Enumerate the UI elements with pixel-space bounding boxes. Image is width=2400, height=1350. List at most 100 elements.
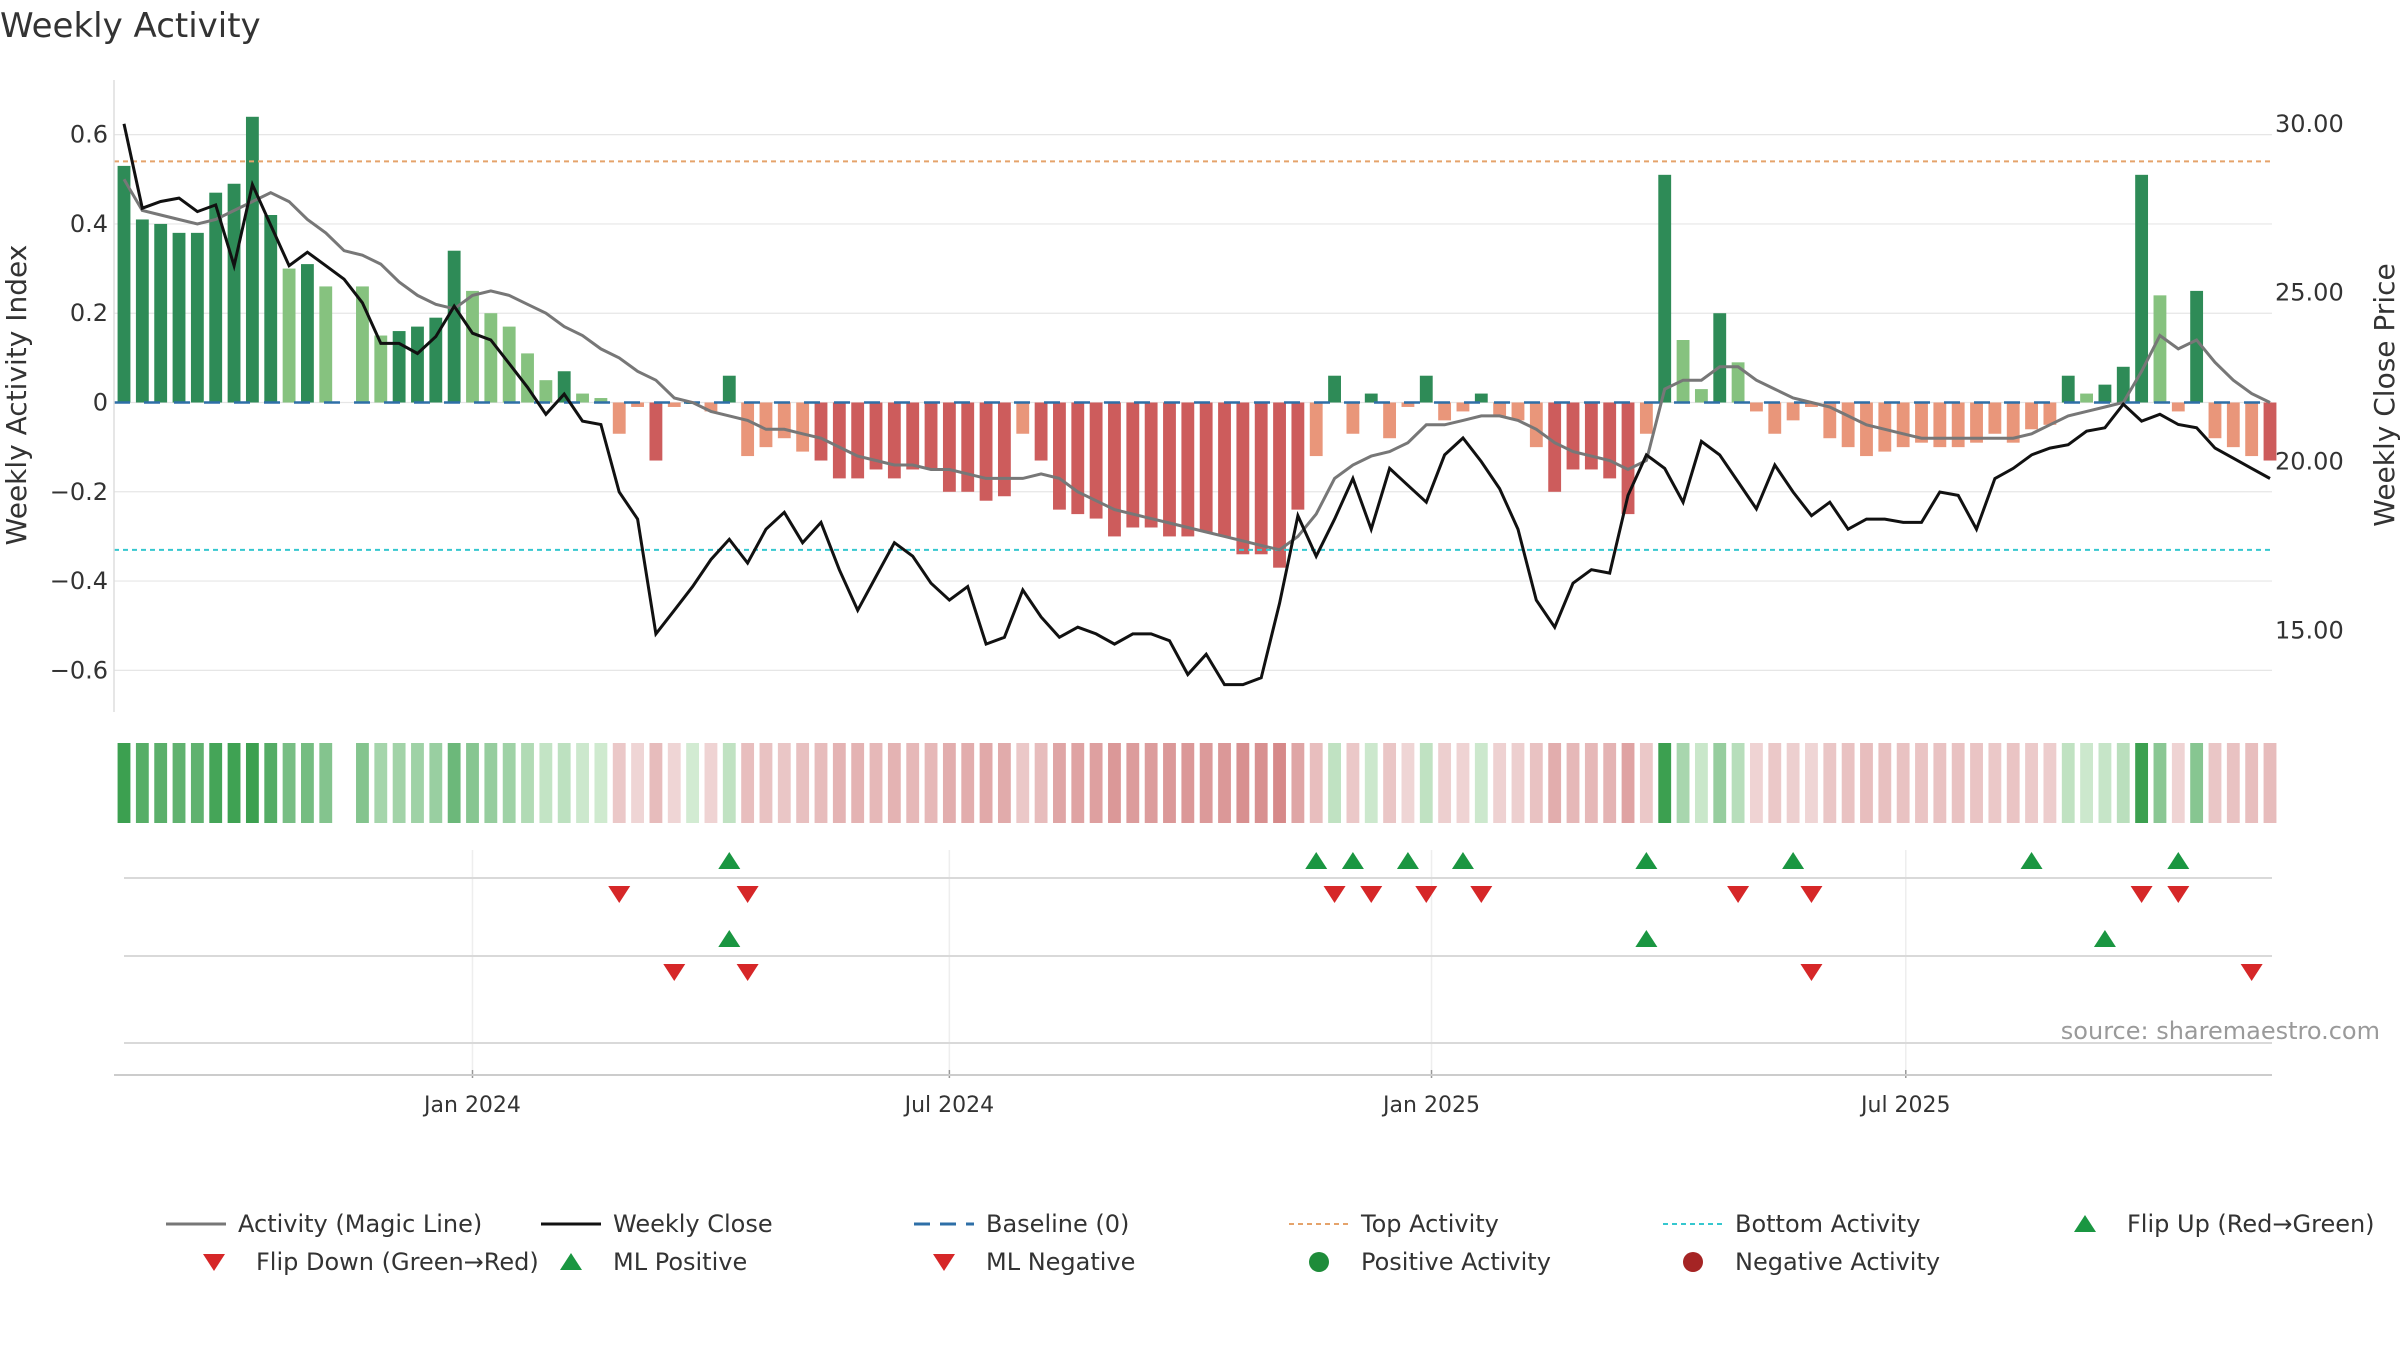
activity-bar — [576, 393, 589, 403]
flip-down-marker — [1800, 964, 1823, 981]
legend-swatch — [1683, 1252, 1703, 1272]
legend-item: Baseline (0) — [914, 1210, 1129, 1238]
heat-cell — [2006, 743, 2020, 823]
activity-bar — [374, 335, 388, 403]
heat-cell — [539, 743, 553, 823]
activity-bar — [1163, 402, 1176, 537]
activity-bar — [1750, 402, 1763, 412]
ml-positive-marker — [718, 852, 741, 869]
activity-bar — [1108, 402, 1121, 537]
activity-bar — [190, 232, 204, 403]
heat-cell — [1621, 743, 1635, 823]
y2-tick-label: 25.00 — [2275, 279, 2344, 307]
heat-cell — [1254, 743, 1268, 823]
heat-cell — [1841, 743, 1855, 823]
activity-bar — [411, 326, 424, 403]
activity-bar — [1970, 402, 1983, 443]
activity-bar — [1988, 402, 2002, 434]
chart-title: Weekly Activity — [0, 6, 261, 46]
heat-cell — [686, 743, 700, 823]
heat-cell — [484, 743, 498, 823]
activity-bar — [869, 402, 883, 470]
heat-cell — [1071, 743, 1085, 823]
activity-bar — [631, 402, 644, 407]
heat-cell — [1750, 743, 1763, 823]
activity-bar — [1218, 402, 1231, 537]
activity-bar — [741, 402, 755, 457]
activity-bar — [1199, 402, 1213, 532]
heat-cell — [135, 743, 149, 823]
heat-cell — [1218, 743, 1231, 823]
legend-item: Positive Activity — [1309, 1248, 1551, 1276]
heat-cell — [2080, 743, 2094, 823]
heat-cell — [1273, 743, 1286, 823]
activity-bar — [1071, 402, 1085, 515]
heat-cell — [741, 743, 755, 823]
legend-label: ML Positive — [613, 1248, 747, 1276]
activity-bar — [1676, 340, 1690, 403]
legend-item: Negative Activity — [1683, 1248, 1940, 1276]
legend: Activity (Magic Line) Weekly Close Baselin… — [166, 1210, 2375, 1276]
series-lines — [114, 123, 2272, 687]
heat-cell — [1438, 743, 1452, 823]
legend-item: Weekly Close — [541, 1210, 773, 1238]
ml-negative-marker — [1415, 886, 1438, 903]
activity-bar — [2208, 402, 2222, 439]
activity-bar — [2135, 174, 2149, 403]
activity-bar — [832, 402, 846, 479]
activity-bar — [1933, 402, 1947, 448]
magic-line — [122, 178, 2271, 552]
axes: 0.6 0.4 0.2 0 −0.2 −0.4 −0.6 30.00 25.00 20.00 15.… — [50, 80, 2344, 712]
heat-cell — [1584, 743, 1598, 823]
activity-bar — [300, 264, 314, 403]
heat-cell — [1713, 743, 1727, 823]
heat-cell — [209, 743, 223, 823]
legend-label: Top Activity — [1360, 1210, 1499, 1238]
legend-item: Bottom Activity — [1663, 1210, 1920, 1238]
ml-positive-marker — [1782, 852, 1805, 869]
legend-label: Bottom Activity — [1735, 1210, 1920, 1238]
ml-positive-marker — [1305, 852, 1328, 869]
heat-cell — [961, 743, 975, 823]
activity-bar — [2190, 290, 2204, 403]
heat-cell — [227, 743, 241, 823]
y2-tick-label: 15.00 — [2275, 617, 2344, 645]
heat-cell — [594, 743, 608, 823]
heat-cell — [429, 743, 443, 823]
heat-cell — [1126, 743, 1140, 823]
heat-cell — [466, 743, 479, 823]
heat-cell — [245, 743, 259, 823]
activity-bar — [1713, 313, 1727, 403]
heat-cell — [447, 743, 461, 823]
activity-bar — [961, 402, 975, 492]
x-tick-label: Jan 2024 — [422, 1093, 521, 1118]
activity-bar — [667, 402, 681, 407]
heat-cell — [374, 743, 388, 823]
heat-cell — [172, 743, 186, 823]
heat-cell — [1328, 743, 1341, 823]
heat-cell — [1511, 743, 1525, 823]
legend-label: Negative Activity — [1735, 1248, 1940, 1276]
ml-negative-marker — [1800, 886, 1823, 903]
heat-cell — [704, 743, 718, 823]
activity-bar — [1144, 402, 1158, 528]
activity-bar — [2171, 402, 2185, 412]
activity-bar — [2006, 402, 2020, 443]
heat-cell — [832, 743, 846, 823]
activity-bar — [851, 402, 865, 479]
activity-bar — [1584, 402, 1598, 470]
signal-markers — [124, 850, 2272, 1070]
legend-label: Baseline (0) — [986, 1210, 1129, 1238]
activity-bar — [594, 398, 608, 403]
heat-cell — [1199, 743, 1213, 823]
flip-down-marker — [663, 964, 686, 981]
activity-bar — [814, 402, 828, 461]
activity-bar — [1034, 402, 1048, 461]
heat-cell — [1566, 743, 1580, 823]
activity-bar — [1236, 402, 1250, 555]
heat-cell — [649, 743, 663, 823]
heat-cell — [1823, 743, 1837, 823]
ml-negative-marker — [608, 886, 631, 903]
heat-cell — [2190, 743, 2204, 823]
activity-bar — [117, 165, 131, 403]
